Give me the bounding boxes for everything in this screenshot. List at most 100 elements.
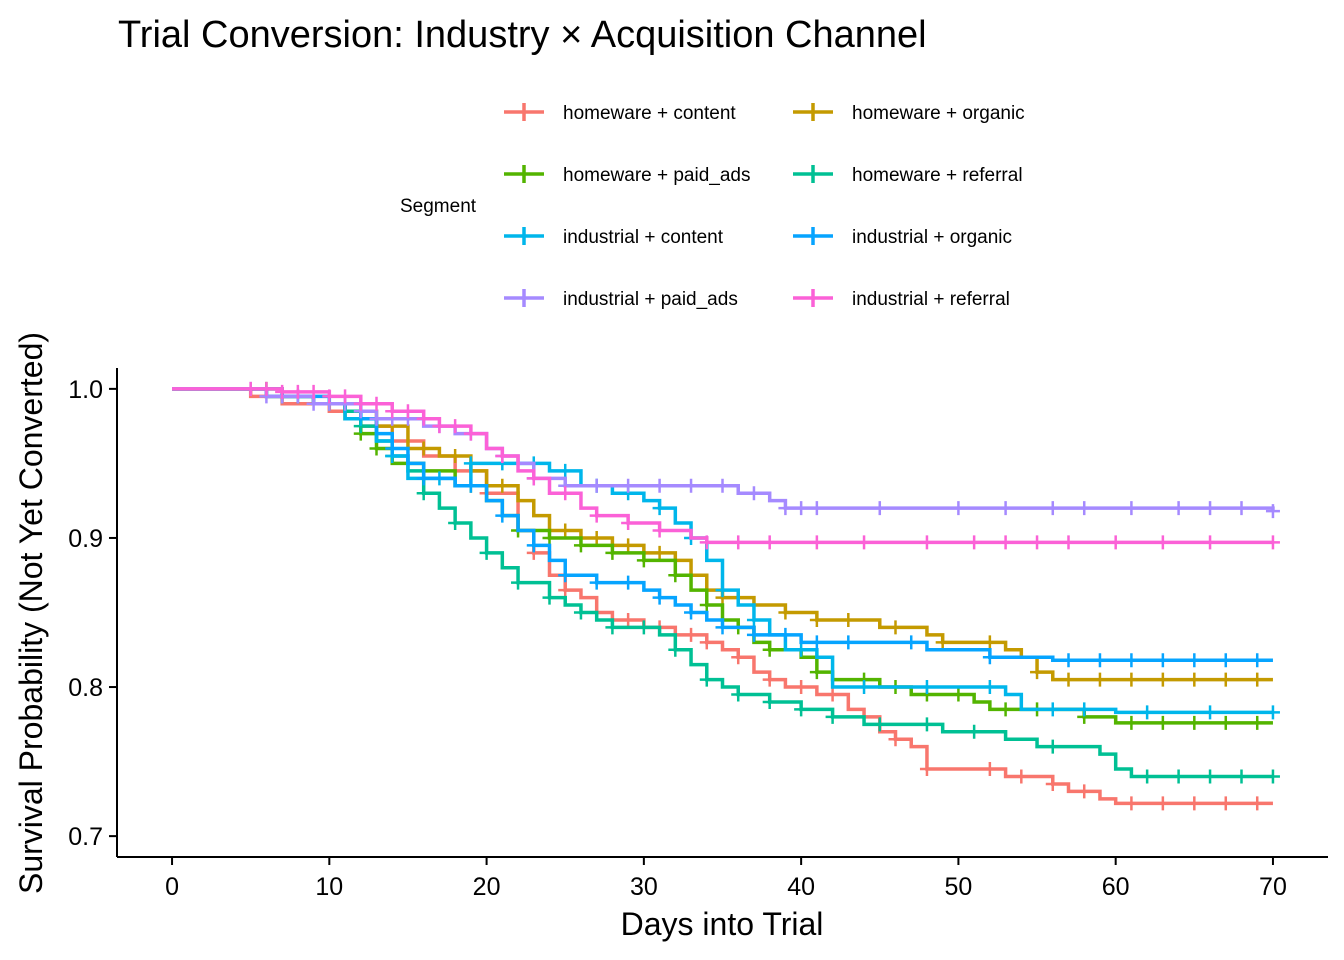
censor-mark <box>448 516 463 531</box>
censor-mark <box>1155 796 1170 811</box>
legend-label: homeware + organic <box>852 103 1025 124</box>
censor-mark <box>841 612 856 627</box>
series-group <box>172 387 1280 720</box>
censor-mark <box>794 501 809 516</box>
censor-mark <box>1077 784 1092 799</box>
censor-mark <box>1124 653 1139 668</box>
censor-mark <box>558 486 573 501</box>
censor-mark <box>699 598 714 613</box>
y-tick-label: 1.0 <box>68 376 103 404</box>
censor-mark <box>1203 705 1218 720</box>
series-group <box>172 381 1280 519</box>
censor-mark <box>1218 715 1233 730</box>
censor-mark <box>919 535 934 550</box>
x-tick-label: 30 <box>630 873 658 901</box>
censor-mark <box>715 478 730 493</box>
censor-mark <box>1124 501 1139 516</box>
censor-mark <box>1171 769 1186 784</box>
censor-mark <box>841 635 856 650</box>
censor-mark <box>1203 501 1218 516</box>
censor-mark <box>809 635 824 650</box>
series-group <box>172 381 1273 730</box>
censor-mark <box>353 396 368 411</box>
legend-key <box>504 103 544 121</box>
censor-mark <box>715 583 730 598</box>
legend-label: industrial + referral <box>852 289 1010 310</box>
legend-title: Segment <box>400 196 477 217</box>
censor-mark <box>1140 705 1155 720</box>
x-tick-label: 40 <box>787 873 815 901</box>
chart-title: Trial Conversion: Industry × Acquisition… <box>118 14 927 56</box>
censor-mark <box>699 535 714 550</box>
censor-mark <box>558 523 573 538</box>
censor-mark <box>778 627 793 642</box>
censor-mark <box>1218 672 1233 687</box>
censor-mark <box>495 478 510 493</box>
series-line <box>172 387 1275 512</box>
censor-mark <box>385 441 400 456</box>
censor-mark <box>652 523 667 538</box>
legend-item: homeware + paid_ads <box>504 165 751 186</box>
censor-mark <box>621 575 636 590</box>
censor-mark <box>809 535 824 550</box>
censor-mark <box>558 463 573 478</box>
legend-label: industrial + organic <box>852 227 1012 248</box>
censor-mark <box>1265 504 1280 519</box>
censor-mark <box>967 535 982 550</box>
legend-label: industrial + paid_ads <box>563 289 738 310</box>
censor-mark <box>306 396 321 411</box>
censor-mark <box>1030 665 1045 680</box>
legend-label: industrial + content <box>563 227 724 248</box>
legend-item: homeware + referral <box>793 165 1023 186</box>
censor-mark <box>636 553 651 568</box>
censor-mark <box>542 530 557 545</box>
censor-mark <box>589 575 604 590</box>
censor-mark <box>1250 672 1265 687</box>
censor-mark <box>731 687 746 702</box>
legend-item: industrial + content <box>504 227 724 248</box>
censor-mark <box>1187 796 1202 811</box>
series-group <box>172 387 1280 784</box>
legend-key <box>793 165 833 183</box>
censor-mark <box>558 583 573 598</box>
censor-mark <box>621 612 636 627</box>
y-axis-title: Survival Probability (Not Yet Converted) <box>13 332 49 894</box>
censor-mark <box>369 396 384 411</box>
censor-mark <box>699 672 714 687</box>
censor-mark <box>1124 715 1139 730</box>
censor-mark <box>778 501 793 516</box>
censor-mark <box>982 762 997 777</box>
series-group <box>172 381 1280 550</box>
censor-mark <box>982 635 997 650</box>
censor-mark <box>951 687 966 702</box>
censor-mark <box>1234 769 1249 784</box>
axes: 0 10 20 30 40 50 60 70 0.7 0.8 0.9 1.0 <box>68 368 1328 901</box>
censor-mark <box>589 478 604 493</box>
censor-mark <box>1140 769 1155 784</box>
censor-mark <box>998 501 1013 516</box>
censor-mark <box>809 612 824 627</box>
x-tick-label: 50 <box>945 873 973 901</box>
censor-mark <box>369 441 384 456</box>
censor-mark <box>605 620 620 635</box>
censor-mark <box>511 575 526 590</box>
legend-key <box>793 227 833 245</box>
censor-mark <box>290 384 305 399</box>
censor-mark <box>794 642 809 657</box>
legend-item: homeware + organic <box>793 103 1025 124</box>
censor-mark <box>731 535 746 550</box>
censor-mark <box>809 665 824 680</box>
censor-mark <box>275 384 290 399</box>
series-line <box>172 387 1273 715</box>
censor-mark <box>935 635 950 650</box>
censor-mark <box>636 620 651 635</box>
y-tick-label: 0.8 <box>68 674 103 702</box>
censor-mark <box>1155 653 1170 668</box>
censor-mark <box>432 419 447 434</box>
censor-mark <box>338 389 353 404</box>
censor-mark <box>1014 769 1029 784</box>
censor-mark <box>967 724 982 739</box>
censor-mark <box>416 411 431 426</box>
censor-mark <box>809 501 824 516</box>
